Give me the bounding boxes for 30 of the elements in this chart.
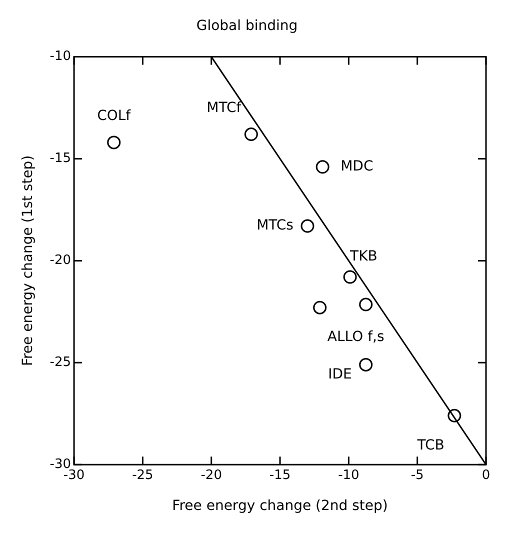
annotation: MTCf <box>206 100 242 116</box>
point <box>316 160 330 174</box>
point <box>448 408 462 422</box>
x-tick-label: -5 <box>410 468 424 483</box>
annotation: IDE <box>328 366 352 382</box>
annotation: TCB <box>416 437 444 454</box>
x-axis-title: Free energy change (2nd step) <box>172 498 388 514</box>
point <box>359 358 373 372</box>
y-tick-label: -25 <box>50 355 72 370</box>
annotation: MDC <box>340 158 374 175</box>
y-axis-title: Free energy change (1st step) <box>20 155 36 366</box>
annotation: TKB <box>349 248 378 265</box>
x-tick-label: 0 <box>482 468 490 483</box>
annotation: COLf <box>97 108 132 124</box>
point <box>313 300 327 314</box>
chart-title: Global binding <box>196 18 298 34</box>
point <box>244 128 258 142</box>
y-tick-label: -15 <box>50 151 72 166</box>
annotation: MTCs <box>256 218 294 234</box>
point <box>300 219 314 233</box>
annotation: ALLO f,s <box>327 329 384 346</box>
y-tick-label: -10 <box>50 49 72 64</box>
x-tick-label: -15 <box>269 468 291 483</box>
y-tick-label: -20 <box>50 253 72 268</box>
point <box>343 270 357 284</box>
point <box>107 136 121 150</box>
x-tick-label: -25 <box>132 468 154 483</box>
x-tick-label: -10 <box>338 468 360 483</box>
point <box>359 298 373 312</box>
x-tick-label: -20 <box>200 468 222 483</box>
